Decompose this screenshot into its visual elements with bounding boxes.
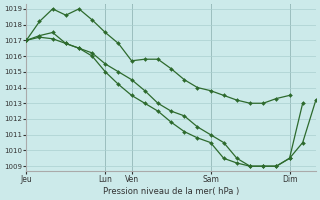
X-axis label: Pression niveau de la mer( hPa ): Pression niveau de la mer( hPa ) bbox=[103, 187, 239, 196]
